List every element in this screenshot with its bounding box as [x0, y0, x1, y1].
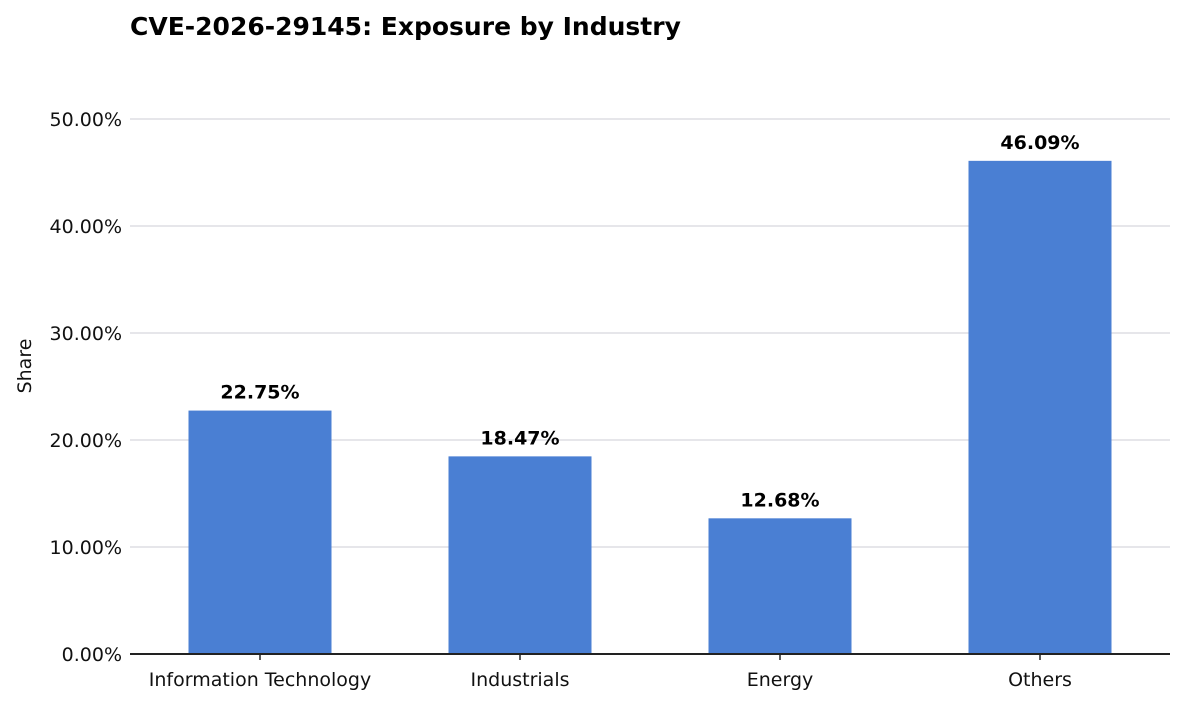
y-tick-label: 40.00% — [50, 216, 122, 238]
data-label: 46.09% — [1000, 132, 1079, 154]
y-tick-label: 10.00% — [50, 537, 122, 559]
y-tick-label: 20.00% — [50, 430, 122, 452]
y-tick-label: 0.00% — [62, 644, 122, 666]
y-axis: 0.00% 10.00% 20.00% 30.00% 40.00% 50.00% — [50, 109, 122, 666]
bar — [188, 410, 332, 654]
data-label: 22.75% — [220, 382, 299, 404]
data-labels: 22.75% 18.47% 12.68% 46.09% — [220, 132, 1079, 511]
x-axis: Information Technology Industrials Energy O… — [130, 653, 1170, 691]
y-tick-label: 50.00% — [50, 109, 122, 131]
x-tick-label: Energy — [747, 669, 814, 691]
bars — [188, 160, 1112, 654]
x-tick-label: Others — [1008, 669, 1072, 691]
data-label: 18.47% — [480, 427, 559, 449]
bar — [448, 456, 592, 654]
y-axis-title: Share — [14, 339, 36, 394]
chart-title: CVE-2026-29145: Exposure by Industry — [130, 12, 681, 41]
data-label: 12.68% — [740, 489, 819, 511]
bar — [968, 160, 1112, 654]
x-tick-label: Industrials — [470, 669, 569, 691]
y-tick-label: 30.00% — [50, 323, 122, 345]
x-tick-label: Information Technology — [149, 669, 371, 691]
bar — [708, 518, 852, 654]
